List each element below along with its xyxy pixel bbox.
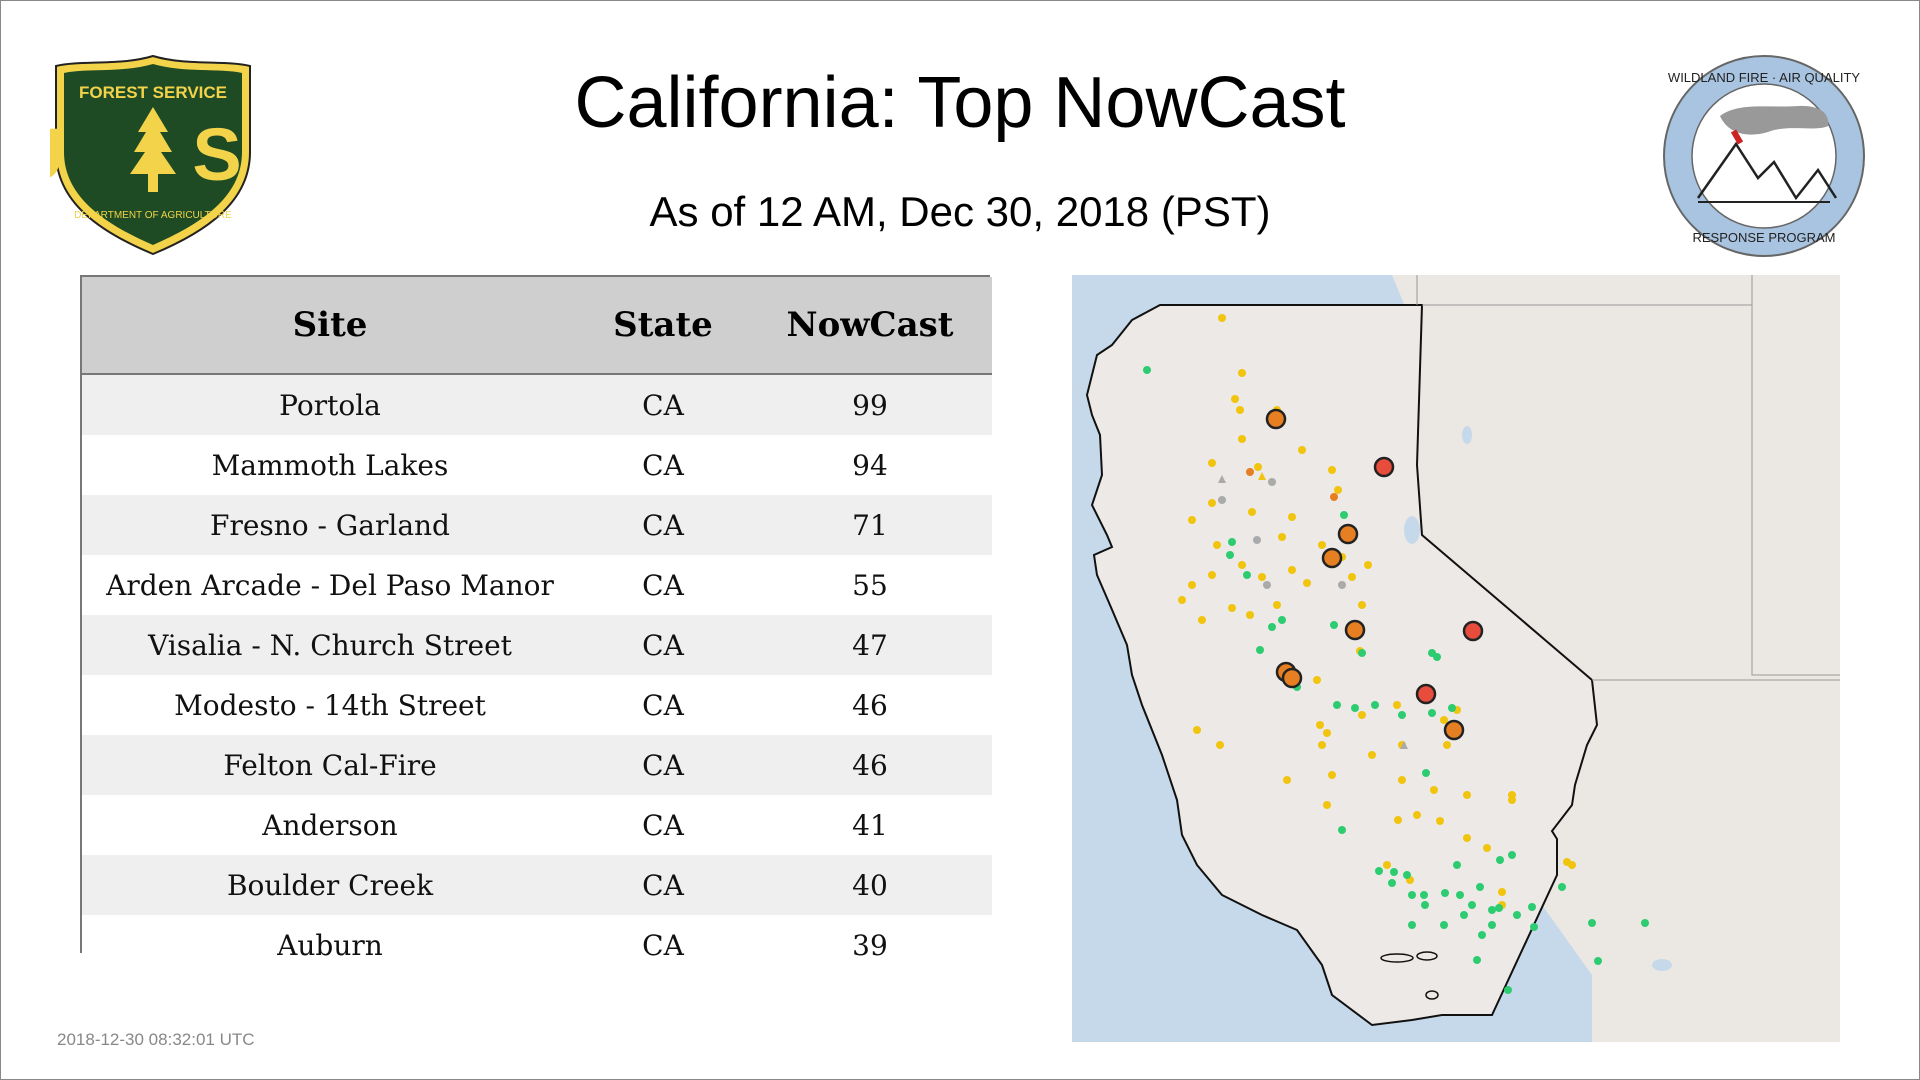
nowcast-cell: 41: [748, 795, 992, 855]
column-header-site: Site: [82, 277, 578, 375]
table-row: Modesto - 14th Street CA 46: [82, 675, 992, 735]
page-title: California: Top NowCast: [574, 63, 1346, 143]
site-cell: Arden Arcade - Del Paso Manor: [82, 555, 578, 615]
state-cell: CA: [578, 855, 748, 915]
site-cell: Mammoth Lakes: [82, 435, 578, 495]
nowcast-cell: 55: [748, 555, 992, 615]
site-cell: Boulder Creek: [82, 855, 578, 915]
state-cell: CA: [578, 915, 748, 975]
footer-timestamp: 2018-12-30 08:32:01 UTC: [57, 1030, 255, 1049]
site-cell: Visalia - N. Church Street: [82, 615, 578, 675]
state-cell: CA: [578, 374, 748, 435]
state-cell: CA: [578, 615, 748, 675]
wfa-bottom-text: RESPONSE PROGRAM: [1692, 230, 1835, 245]
table-row: Visalia - N. Church Street CA 47: [82, 615, 992, 675]
usfs-top-text: FOREST SERVICE: [79, 83, 227, 102]
state-cell: CA: [578, 435, 748, 495]
table-row: Arden Arcade - Del Paso Manor CA 55: [82, 555, 992, 615]
table-row: Portola CA 99: [82, 374, 992, 435]
nowcast-table: Site State NowCast Portola CA 99 Mammoth L…: [80, 275, 992, 975]
table-row: Anderson CA 41: [82, 795, 992, 855]
nowcast-cell: 99: [748, 374, 992, 435]
monitor-points: [1143, 314, 1649, 994]
state-cell: CA: [578, 675, 748, 735]
table-row: Auburn CA 39: [82, 915, 992, 975]
column-header-state: State: [578, 277, 748, 375]
table-row: Mammoth Lakes CA 94: [82, 435, 992, 495]
california-outline: [1085, 304, 1599, 1027]
nowcast-cell: 40: [748, 855, 992, 915]
table-row: Fresno - Garland CA 71: [82, 495, 992, 555]
nowcast-cell: 46: [748, 735, 992, 795]
site-cell: Auburn: [82, 915, 578, 975]
nowcast-cell: 71: [748, 495, 992, 555]
site-cell: Fresno - Garland: [82, 495, 578, 555]
site-cell: Felton Cal-Fire: [82, 735, 578, 795]
california-monitor-map: [1072, 275, 1840, 1042]
usfs-shield-logo: FOREST SERVICE U S DEPARTMENT OF AGRICUL…: [50, 54, 251, 256]
table-row: Boulder Creek CA 40: [82, 855, 992, 915]
state-cell: CA: [578, 495, 748, 555]
state-cell: CA: [578, 555, 748, 615]
pine-tree-icon: [130, 107, 176, 192]
state-cell: CA: [578, 795, 748, 855]
site-cell: Modesto - 14th Street: [82, 675, 578, 735]
table-header-row: Site State NowCast: [82, 277, 992, 375]
wfa-top-text: WILDLAND FIRE · AIR QUALITY: [1668, 70, 1860, 85]
nowcast-cell: 47: [748, 615, 992, 675]
nowcast-cell: 94: [748, 435, 992, 495]
nowcast-cell: 39: [748, 915, 992, 975]
page-subtitle: As of 12 AM, Dec 30, 2018 (PST): [649, 188, 1271, 235]
nowcast-cell: 46: [748, 675, 992, 735]
column-header-nowcast: NowCast: [748, 277, 992, 375]
wildland-fire-air-quality-logo: WILDLAND FIRE · AIR QUALITY RESPONSE PRO…: [1663, 55, 1865, 257]
site-cell: Anderson: [82, 795, 578, 855]
usfs-bottom-text: DEPARTMENT OF AGRICULTURE: [74, 210, 232, 221]
table-row: Felton Cal-Fire CA 46: [82, 735, 992, 795]
site-cell: Portola: [82, 374, 578, 435]
state-cell: CA: [578, 735, 748, 795]
